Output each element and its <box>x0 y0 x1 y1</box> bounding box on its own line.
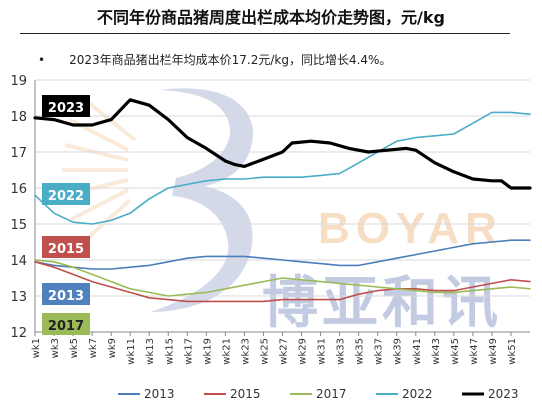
x-tick-label: wk35 <box>355 338 366 365</box>
watermark-chinese: 博亚和讯 <box>262 271 502 336</box>
x-tick-label: wk49 <box>488 338 499 365</box>
x-tick-label: wk3 <box>50 338 61 358</box>
year-label-2015: 2015 <box>48 242 84 257</box>
note-text: 2023年商品猪出栏年均成本价17.2元/kg，同比增长4.4%。 <box>69 53 392 67</box>
note-line: • 2023年商品猪出栏年均成本价17.2元/kg，同比增长4.4%。 <box>38 51 391 68</box>
y-tick-label: 16 <box>10 182 27 197</box>
bullet-icon: • <box>38 53 46 67</box>
x-tick-label: wk7 <box>88 338 99 358</box>
series-line-2017 <box>34 259 531 297</box>
year-label-box-2017 <box>42 313 90 335</box>
year-label-box-2013 <box>42 283 90 305</box>
x-tick-label: wk9 <box>107 338 118 358</box>
x-tick-label: wk5 <box>69 338 80 358</box>
x-tick-label: wk51 <box>507 338 518 365</box>
x-tick-label: wk47 <box>469 338 480 365</box>
year-label-box-2022 <box>42 183 90 205</box>
y-tick-label: 17 <box>10 146 27 161</box>
x-tick-label: wk13 <box>145 338 156 365</box>
year-label-2022: 2022 <box>48 189 84 204</box>
x-tick-label: wk17 <box>183 338 194 365</box>
series-line-2013 <box>34 239 531 270</box>
x-tick-label: wk25 <box>259 338 270 365</box>
y-tick-label: 13 <box>10 290 27 305</box>
series-line-2023 <box>33 98 532 190</box>
legend-label-2015: 2015 <box>230 387 261 401</box>
x-tick-label: wk29 <box>298 338 309 365</box>
x-tick-label: wk23 <box>240 338 251 365</box>
series-line-2022 <box>34 111 531 225</box>
x-tick-label: wk37 <box>374 338 385 365</box>
x-tick-label: wk43 <box>431 338 442 365</box>
x-tick-label: wk21 <box>221 338 232 365</box>
chart-series <box>33 98 532 303</box>
x-tick-label: wk19 <box>202 338 213 365</box>
x-tick-label: wk41 <box>412 338 423 365</box>
chart-axes: 12 13 14 15 16 17 18 19 wk1 wk3 wk5 wk7 wk9 wk11 wk13 w… <box>10 74 530 365</box>
legend-label-2022: 2022 <box>402 387 433 401</box>
legend-label-2017: 2017 <box>316 387 347 401</box>
y-tick-label: 18 <box>10 110 27 125</box>
y-tick-label: 15 <box>10 218 27 233</box>
x-tick-label: wk27 <box>279 338 290 365</box>
legend-label-2013: 2013 <box>144 387 175 401</box>
series-labels: 2013 2015 2017 2022 2023 <box>42 95 90 335</box>
year-label-2017: 2017 <box>48 319 84 334</box>
x-tick-label: wk45 <box>450 338 461 365</box>
y-tick-label: 12 <box>10 326 27 341</box>
year-label-box-2023 <box>42 95 90 117</box>
x-tick-label: wk1 <box>31 338 42 358</box>
y-tick-label: 19 <box>10 74 27 89</box>
year-label-box-2015 <box>42 236 90 258</box>
legend-label-2023: 2023 <box>488 387 519 401</box>
title-divider <box>20 33 510 34</box>
x-tick-label: wk31 <box>317 338 328 365</box>
x-tick-label: wk11 <box>126 338 137 365</box>
series-line-2015 <box>34 261 531 303</box>
chart-title: 不同年份商品猪周度出栏成本均价走势图，元/kg <box>97 8 445 27</box>
x-tick-label: wk15 <box>164 338 175 365</box>
y-tick-label: 14 <box>10 254 27 269</box>
chart-legend: 2013 2015 2017 2022 2023 <box>118 387 519 401</box>
year-label-2023: 2023 <box>48 101 84 116</box>
x-tick-label: wk39 <box>393 338 404 365</box>
year-label-2013: 2013 <box>48 289 84 304</box>
x-tick-label: wk33 <box>336 338 347 365</box>
